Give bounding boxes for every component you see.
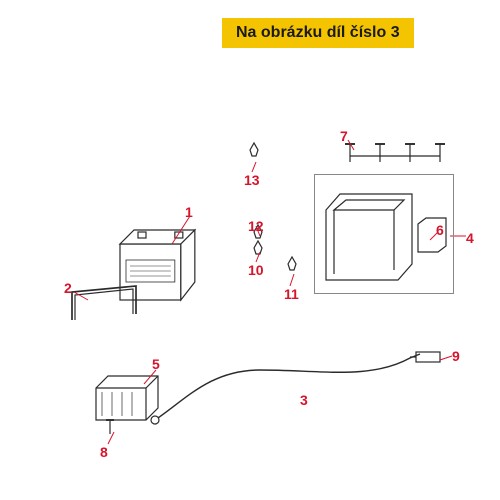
callout-12: 12 <box>248 218 264 234</box>
callout-3: 3 <box>300 392 308 408</box>
callout-6: 6 <box>436 222 444 238</box>
callout-13: 13 <box>244 172 260 188</box>
callout-11: 11 <box>284 286 299 302</box>
callout-9: 9 <box>452 348 460 364</box>
callout-7: 7 <box>340 128 348 144</box>
callout-5: 5 <box>152 356 160 372</box>
callout-10: 10 <box>248 262 264 278</box>
callout-8: 8 <box>100 444 108 460</box>
battery-box-frame <box>314 174 454 294</box>
callout-1: 1 <box>185 204 193 220</box>
callout-4: 4 <box>466 230 474 246</box>
callout-2: 2 <box>64 280 72 296</box>
